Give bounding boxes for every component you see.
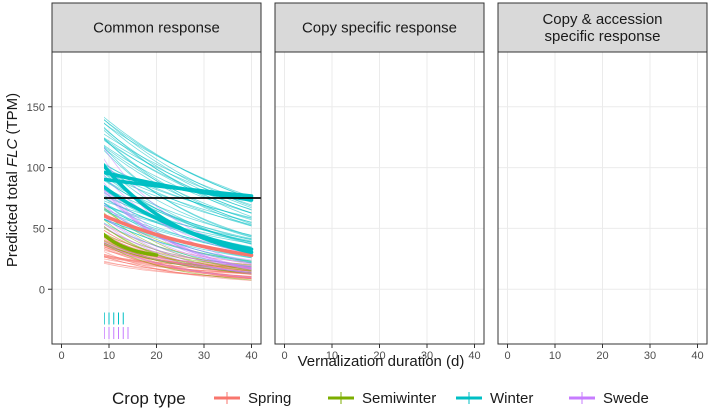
facet-strip bbox=[497, 2, 708, 53]
accession-line bbox=[104, 241, 252, 273]
accession-line bbox=[104, 126, 252, 218]
x-tick-label: 0 bbox=[504, 350, 510, 362]
summary-line bbox=[104, 177, 254, 198]
accession-line bbox=[104, 164, 252, 238]
x-tick-label: 10 bbox=[326, 350, 338, 362]
accession-line bbox=[104, 172, 252, 243]
facet-strip bbox=[274, 2, 485, 53]
accession-line bbox=[104, 210, 252, 252]
facet-panel: Copy specific response 0 10 20 30 40 bbox=[274, 2, 485, 362]
accession-line bbox=[104, 146, 252, 238]
x-tick-label: 30 bbox=[421, 350, 433, 362]
x-tick-label: 30 bbox=[198, 350, 210, 362]
accession-line bbox=[104, 182, 252, 270]
facet-title: Common response bbox=[93, 20, 220, 37]
y-axis-title: Predicted total FLC (TPM) bbox=[4, 93, 21, 267]
legend-label: Spring bbox=[248, 390, 291, 407]
accession-line bbox=[104, 138, 252, 214]
x-tick-label: 20 bbox=[373, 350, 385, 362]
x-tick-label: 10 bbox=[549, 350, 561, 362]
y-tick-label: 150 bbox=[27, 102, 45, 114]
summary-line bbox=[104, 162, 254, 255]
accession-line bbox=[104, 243, 252, 278]
x-tick-label: 20 bbox=[150, 350, 162, 362]
accession-line bbox=[104, 119, 252, 200]
x-tick-label: 40 bbox=[468, 350, 480, 362]
x-axis-title: Vernalization duration (d) bbox=[298, 353, 465, 370]
accession-line bbox=[104, 243, 252, 281]
accession-line bbox=[104, 226, 252, 267]
accession-line bbox=[104, 204, 252, 243]
summary-line bbox=[104, 170, 254, 202]
accession-line bbox=[104, 138, 252, 227]
legend-label: Swede bbox=[603, 390, 649, 407]
accession-line bbox=[104, 186, 252, 240]
legend-label: Winter bbox=[490, 390, 533, 407]
x-tick-label: 10 bbox=[103, 350, 115, 362]
accession-line bbox=[104, 173, 252, 226]
legend-item: Spring bbox=[214, 390, 291, 407]
y-tick-label: 100 bbox=[27, 163, 45, 175]
legend-label: Semiwinter bbox=[362, 390, 436, 407]
accession-line bbox=[104, 123, 252, 198]
legend-item: Winter bbox=[456, 390, 533, 407]
facet-strip bbox=[51, 2, 262, 53]
accession-line bbox=[104, 144, 252, 214]
legend-item: Swede bbox=[569, 390, 649, 407]
summary-line bbox=[104, 184, 254, 252]
y-axis: 0 50 100 150 bbox=[27, 102, 52, 296]
accession-line bbox=[104, 262, 252, 278]
x-tick-label: 30 bbox=[644, 350, 656, 362]
x-tick-label: 20 bbox=[596, 350, 608, 362]
accession-line bbox=[104, 215, 252, 269]
y-tick-label: 50 bbox=[33, 223, 45, 235]
accession-line bbox=[104, 261, 252, 275]
facet-title: Copy specific response bbox=[302, 20, 457, 37]
x-tick-label: 0 bbox=[58, 350, 64, 362]
rug-marks bbox=[104, 312, 129, 340]
legend-title: Crop type bbox=[112, 389, 186, 408]
legend: Crop type Spring Semiwinter Winter Swede bbox=[112, 389, 649, 408]
summary-line bbox=[104, 232, 159, 257]
x-tick-label: 0 bbox=[281, 350, 287, 362]
accession-line bbox=[104, 238, 252, 280]
x-tick-label: 40 bbox=[245, 350, 257, 362]
y-tick-label: 0 bbox=[39, 284, 45, 296]
legend-item: Semiwinter bbox=[328, 390, 436, 407]
summary-line bbox=[104, 213, 254, 258]
facet-title: Copy & accession bbox=[542, 11, 662, 28]
accession-line bbox=[104, 218, 252, 259]
accession-line bbox=[104, 138, 252, 225]
x-tick-label: 40 bbox=[691, 350, 703, 362]
accession-line bbox=[104, 167, 252, 219]
accession-line bbox=[104, 223, 252, 273]
accession-line bbox=[104, 206, 252, 271]
facet-panel: Common response 0 10 20 30 40 bbox=[51, 2, 262, 362]
facet-title: specific response bbox=[545, 28, 661, 45]
